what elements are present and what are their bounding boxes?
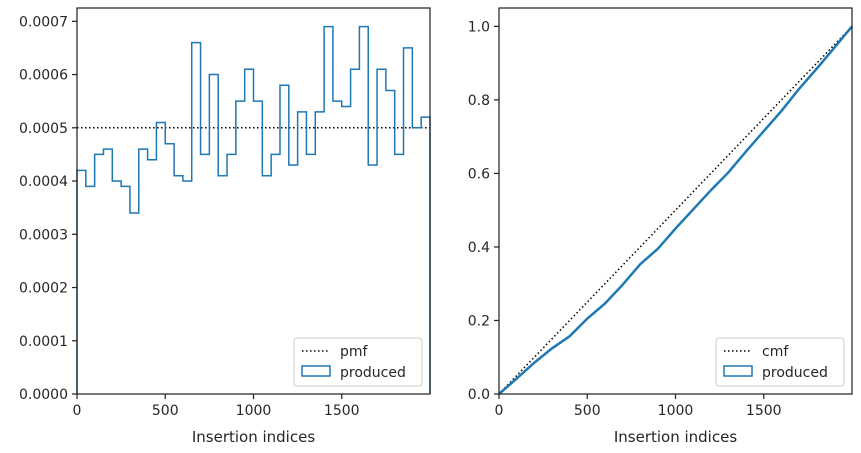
y-tick-label: 0.0000 <box>19 387 68 403</box>
legend-label-cmf: cmf <box>762 344 789 360</box>
y-tick-label: 0.0007 <box>19 14 68 30</box>
legend-swatch-produced <box>301 365 331 377</box>
legend-swatch-produced <box>723 365 753 377</box>
legend-label-produced: produced <box>340 365 406 381</box>
y-tick-label: 0.8 <box>468 93 490 109</box>
chart-panel-2: 0 500 1000 1500 0.0 0.2 0.4 0.6 0.8 1.0 Insertion … <box>468 7 853 446</box>
series-produced <box>76 25 431 394</box>
legend: cmf produced <box>715 337 845 387</box>
legend-label-pmf: pmf <box>340 344 369 360</box>
x-tick-label: 1500 <box>324 403 360 419</box>
y-tick-label: 0.0 <box>468 387 490 403</box>
x-tick-label: 0 <box>73 403 82 419</box>
legend-box <box>715 337 845 387</box>
y-tick-label: 0.0004 <box>19 174 68 190</box>
axes-frame <box>498 7 853 395</box>
reference-line-cmf <box>498 25 853 395</box>
legend-box <box>293 337 423 387</box>
series-produced <box>498 25 853 395</box>
x-axis-label: Insertion indices <box>192 428 315 446</box>
legend-label-produced: produced <box>762 365 828 381</box>
x-tick-label: 0 <box>495 403 504 419</box>
x-tick-label: 500 <box>574 403 601 419</box>
x-axis-label: Insertion indices <box>614 428 737 446</box>
y-tick-label: 1.0 <box>468 19 490 35</box>
x-tick-label: 1000 <box>236 403 272 419</box>
y-tick-label: 0.6 <box>468 166 490 182</box>
x-tick-label: 500 <box>152 403 179 419</box>
y-tick-label: 0.0003 <box>19 227 68 243</box>
y-tick-label: 0.4 <box>468 240 490 256</box>
y-tick-label: 0.2 <box>468 313 490 329</box>
legend: pmf produced <box>293 337 423 387</box>
y-tick-label: 0.0005 <box>19 121 68 137</box>
y-tick-label: 0.0001 <box>19 334 68 350</box>
x-tick-label: 1000 <box>658 403 694 419</box>
chart-panel-1: 0 500 1000 1500 0.0000 0.0001 0.0002 0.0003 0.00… <box>19 7 431 446</box>
x-tick-label: 1500 <box>746 403 782 419</box>
y-tick-label: 0.0002 <box>19 281 68 297</box>
y-tick-label: 0.0006 <box>19 68 68 84</box>
